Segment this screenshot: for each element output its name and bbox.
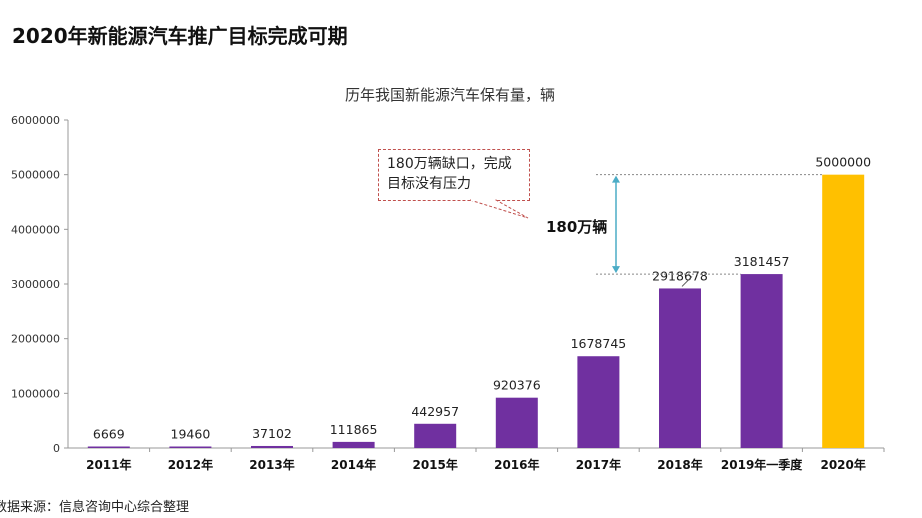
callout-line-1: 180万辆缺口，完成 bbox=[387, 156, 512, 172]
data-source-note: 数据来源：信息咨询中心综合整理 bbox=[0, 500, 190, 515]
gap-marker bbox=[596, 174, 823, 275]
y-tick-label: 1000000 bbox=[11, 387, 60, 400]
bar-6 bbox=[577, 356, 620, 448]
data-label-2: 37102 bbox=[252, 426, 292, 441]
bar-2 bbox=[251, 445, 293, 448]
data-label-1: 19460 bbox=[171, 427, 211, 442]
bar-5 bbox=[495, 397, 538, 448]
y-tick-label: 2000000 bbox=[11, 333, 60, 346]
x-tick-label-7: 2018年 bbox=[657, 457, 702, 472]
gap-callout: 180万辆缺口，完成 目标没有压力 bbox=[378, 149, 530, 201]
y-tick-label: 3000000 bbox=[11, 278, 60, 291]
data-label-9: 5000000 bbox=[815, 155, 871, 170]
x-tick-label-6: 2017年 bbox=[576, 457, 621, 472]
chart-title: 历年我国新能源汽车保有量，辆 bbox=[345, 86, 555, 104]
leader-line bbox=[681, 276, 693, 287]
x-tick-label-9: 2020年 bbox=[820, 457, 865, 472]
gap-arrow-up bbox=[612, 175, 620, 183]
x-tick-label-5: 2016年 bbox=[494, 457, 539, 472]
bar-9 bbox=[822, 174, 865, 448]
gap-label: 180万辆 bbox=[546, 218, 608, 236]
data-label-5: 920376 bbox=[493, 378, 541, 393]
bar-0 bbox=[87, 446, 130, 448]
bar-4 bbox=[414, 423, 457, 448]
data-label-7: 2918678 bbox=[652, 268, 708, 283]
bar-series: 6669 19460 37102 111865 442957 920376 1678745 2… bbox=[87, 155, 871, 448]
y-tick-label: 4000000 bbox=[11, 223, 60, 236]
data-label-3: 111865 bbox=[330, 422, 378, 437]
x-tick-label-2: 2013年 bbox=[249, 457, 294, 472]
y-tick-label: 0 bbox=[53, 442, 60, 455]
bar-8 bbox=[740, 274, 783, 448]
callout-line-2: 目标没有压力 bbox=[387, 176, 471, 192]
x-tick-label-0: 2011年 bbox=[86, 457, 131, 472]
x-tick-label-3: 2014年 bbox=[331, 457, 376, 472]
data-label-4: 442957 bbox=[411, 404, 459, 419]
x-tick-label-8: 2019年一季度 bbox=[721, 457, 803, 472]
bar-7 bbox=[659, 288, 701, 448]
y-tick-label: 6000000 bbox=[11, 114, 60, 127]
x-tick-label-1: 2012年 bbox=[168, 457, 213, 472]
bar-3 bbox=[332, 441, 375, 448]
data-label-8: 3181457 bbox=[734, 254, 790, 269]
page-heading: 2020年新能源汽车推广目标完成可期 bbox=[12, 24, 348, 48]
gap-arrow-down bbox=[612, 266, 620, 274]
data-label-0: 6669 bbox=[93, 427, 125, 442]
x-tick-label-4: 2015年 bbox=[412, 457, 457, 472]
data-label-6: 1678745 bbox=[571, 336, 627, 351]
y-tick-label: 5000000 bbox=[11, 169, 60, 182]
x-axis-labels: 2011年 2012年 2013年 2014年 2015年 2016年 2017年 2018年… bbox=[86, 448, 885, 472]
bar-1 bbox=[169, 446, 212, 448]
